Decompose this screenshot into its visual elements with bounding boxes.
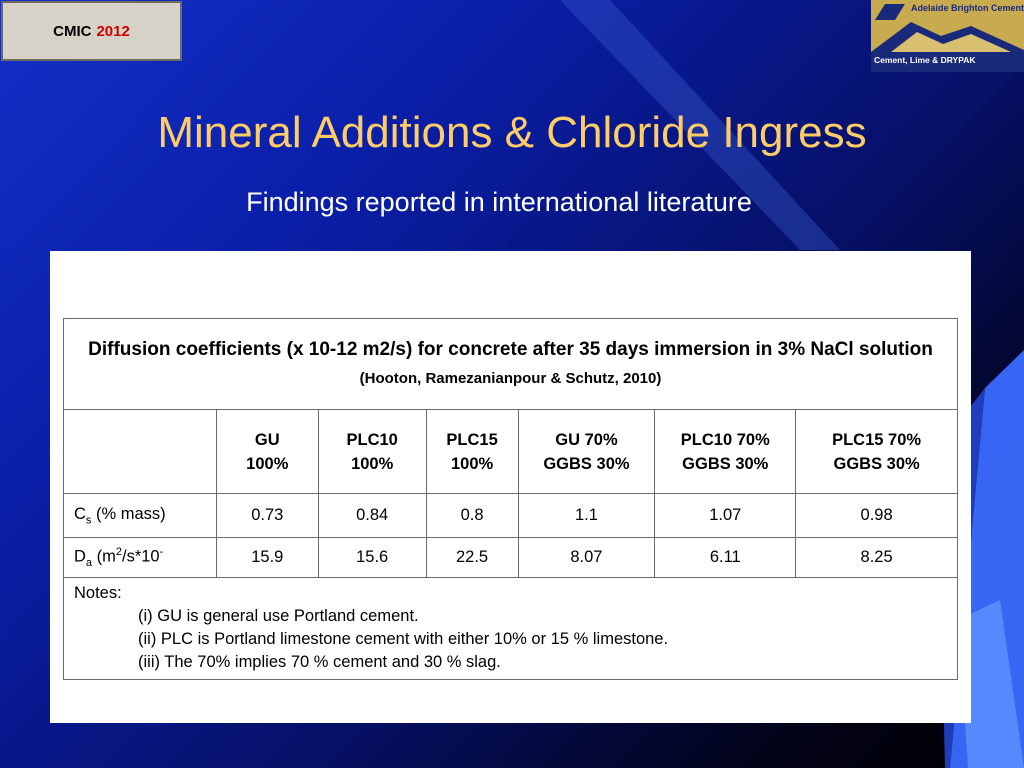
conference-badge: CMIC 2012 [1, 1, 182, 61]
header-line-1: GU 70% [555, 430, 618, 449]
header-cell: GU 100% [215, 409, 319, 494]
header-line-2: 100% [450, 454, 494, 473]
header-cell: PLC10 70% GGBS 30% [654, 409, 797, 494]
label-superscript-2: - [159, 546, 164, 559]
notes-row: Notes: (i) GU is general use Portland ce… [63, 577, 958, 680]
company-logo: Adelaide Brighton Cement Cement, Lime & … [871, 0, 1024, 72]
notes-heading: Notes: [74, 584, 122, 602]
row-label: Cs (% mass) [63, 493, 217, 538]
note-item: (ii) PLC is Portland limestone cement wi… [138, 630, 669, 648]
logo-company-name: Adelaide Brighton Cement [911, 3, 1024, 13]
table-cell: 8.25 [795, 537, 958, 578]
table-cell: 15.6 [317, 537, 427, 578]
header-line-1: PLC10 [346, 430, 398, 449]
header-line-2: GGBS 30% [833, 454, 920, 473]
note-item: (iii) The 70% implies 70 % cement and 30… [138, 653, 501, 671]
header-line-2: GGBS 30% [543, 454, 630, 473]
logo-mark-icon [871, 4, 1024, 72]
table-caption: Diffusion coefficients (x 10-12 m2/s) fo… [63, 318, 958, 410]
table-cell: 22.5 [425, 537, 519, 578]
row-label: Da (m2/s*10- [63, 537, 217, 578]
table-caption-row: Diffusion coefficients (x 10-12 m2/s) fo… [63, 318, 958, 410]
header-line-1: PLC15 70% [832, 430, 922, 449]
caption-text: Diffusion coefficients (x 10-12 m2/s) fo… [88, 338, 933, 360]
table-panel: Diffusion coefficients (x 10-12 m2/s) fo… [50, 251, 971, 723]
badge-label: CMIC [53, 22, 92, 40]
table-cell: 0.84 [317, 493, 427, 538]
table-cell: 8.07 [517, 537, 656, 578]
label-unit-2: /s*10 [122, 547, 160, 566]
logo-tagline: Cement, Lime & DRYPAK [874, 55, 976, 65]
header-line-1: GU [254, 430, 280, 449]
header-cell: PLC10 100% [317, 409, 427, 494]
label-subscript: s [85, 514, 92, 527]
header-line-1: PLC10 70% [680, 430, 770, 449]
diffusion-table: Diffusion coefficients (x 10-12 m2/s) fo… [63, 318, 958, 680]
slide-subtitle: Findings reported in international liter… [246, 187, 752, 217]
label-subscript: a [85, 556, 93, 569]
table-cell: 1.1 [517, 493, 656, 538]
table-cell: 0.98 [795, 493, 958, 538]
label-superscript: 2 [115, 546, 122, 559]
header-cell: PLC15 70% GGBS 30% [795, 409, 958, 494]
table-cell: 0.73 [215, 493, 319, 538]
header-line-1: PLC15 [446, 430, 498, 449]
header-empty-cell [63, 409, 217, 494]
table-cell: 15.9 [215, 537, 319, 578]
label-unit: (% mass) [91, 504, 166, 523]
header-line-2: GGBS 30% [682, 454, 769, 473]
label-symbol: D [74, 547, 86, 566]
header-cell: GU 70% GGBS 30% [517, 409, 656, 494]
table-cell: 0.8 [425, 493, 519, 538]
table-cell: 6.11 [654, 537, 797, 578]
label-unit: (m [92, 547, 116, 566]
badge-year: 2012 [96, 22, 130, 40]
note-item: (i) GU is general use Portland cement. [138, 607, 419, 625]
table-cell: 1.07 [654, 493, 797, 538]
header-line-2: 100% [351, 454, 394, 473]
notes-cell: Notes: (i) GU is general use Portland ce… [63, 577, 958, 680]
label-symbol: C [74, 504, 86, 523]
header-cell: PLC15 100% [425, 409, 519, 494]
header-line-2: 100% [246, 454, 289, 473]
slide-title: Mineral Additions & Chloride Ingress [157, 108, 867, 157]
caption-reference: (Hooton, Ramezanianpour & Schutz, 2010) [359, 369, 662, 387]
table-row-da: Da (m2/s*10- 15.9 15.6 22.5 8.07 6.11 8.… [63, 537, 958, 578]
table-header-row: GU 100% PLC10 100% PLC15 100% GU 70% GGBS 30… [63, 409, 958, 494]
table-row-cs: Cs (% mass) 0.73 0.84 0.8 1.1 1.07 0.98 [63, 493, 958, 538]
